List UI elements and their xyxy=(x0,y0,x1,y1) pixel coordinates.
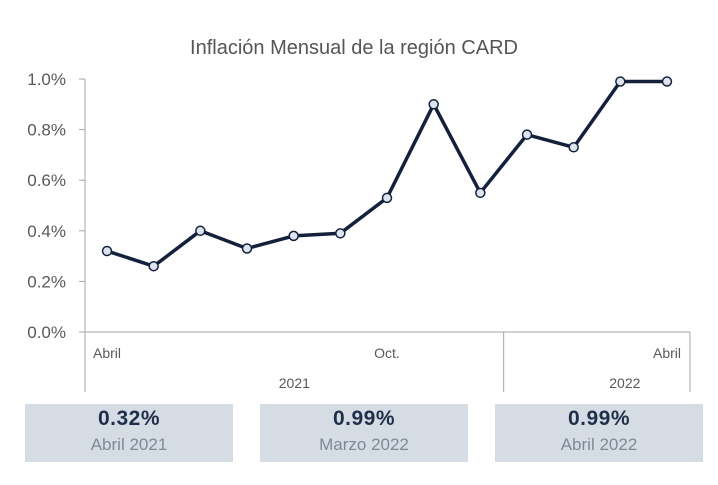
data-point xyxy=(335,228,346,239)
data-point xyxy=(661,76,673,87)
x-year-label: 2022 xyxy=(609,375,640,391)
stat-value: 0.99% xyxy=(332,407,396,430)
data-point xyxy=(241,243,253,254)
stat-label: Marzo 2022 xyxy=(319,435,409,454)
data-point xyxy=(428,99,439,110)
line-chart: Inflación Mensual de la región CARD 0.0%… xyxy=(27,37,691,392)
data-point xyxy=(568,142,579,153)
y-tick-label: 0.8% xyxy=(27,121,66,140)
stat-box-abril-2021: 0.32% Abril 2021 xyxy=(25,404,233,462)
data-point xyxy=(101,245,113,257)
y-axis: 0.0% 0.2% 0.4% 0.6% 0.8% 1.0% xyxy=(27,70,86,342)
stat-box-abril-2022: 0.99% Abril 2022 xyxy=(495,404,703,462)
data-point xyxy=(475,187,486,199)
stat-label: Abril 2021 xyxy=(90,435,168,454)
x-tick-label: Oct. xyxy=(374,345,400,361)
data-point xyxy=(381,192,393,204)
data-point xyxy=(521,129,533,140)
x-tick-label: Abril xyxy=(653,345,681,361)
x-tick-label: Abril xyxy=(93,345,121,361)
y-tick-label: 1.0% xyxy=(27,70,66,89)
y-tick-label: 0.2% xyxy=(27,272,66,291)
data-point xyxy=(615,76,626,87)
inflation-series xyxy=(101,76,673,272)
stat-value: 0.32% xyxy=(97,407,161,430)
x-axis: Abril Oct. Abril 2021 2022 xyxy=(84,331,691,392)
x-year-label: 2021 xyxy=(279,375,310,391)
data-point xyxy=(148,260,159,272)
data-point xyxy=(195,225,206,237)
y-tick-label: 0.6% xyxy=(27,171,66,190)
y-tick-label: 0.4% xyxy=(27,222,66,241)
stat-label: Abril 2022 xyxy=(560,435,638,454)
stat-value: 0.99% xyxy=(567,407,631,430)
chart-title: Inflación Mensual de la región CARD xyxy=(190,37,518,59)
stat-box-marzo-2022: 0.99% Marzo 2022 xyxy=(260,404,468,462)
y-tick-label: 0.0% xyxy=(27,323,66,342)
series-line xyxy=(106,79,667,268)
data-point xyxy=(288,230,299,242)
